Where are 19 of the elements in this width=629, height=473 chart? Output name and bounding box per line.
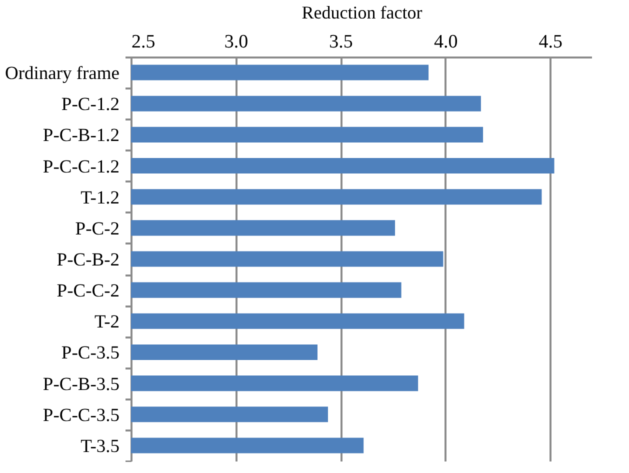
- x-tick-label: 4.0: [434, 32, 458, 52]
- x-axis-title: Reduction factor: [302, 2, 422, 22]
- y-tick-label: P-C-B-1.2: [42, 126, 120, 146]
- y-tick-label: P-C-C-1.2: [42, 157, 120, 178]
- x-tick-label: 3.0: [224, 32, 248, 52]
- y-tick-label: P-C-B-3.5: [42, 374, 120, 395]
- y-tick-label: P-C-3.5: [61, 344, 120, 364]
- y-tick-label: T-2: [94, 312, 120, 333]
- y-tick-label: P-C-1.2: [61, 95, 120, 116]
- y-tick-label: P-C-C-3.5: [42, 406, 120, 426]
- x-tick-label: 2.5: [132, 32, 156, 52]
- x-tick-label: 3.5: [329, 32, 353, 52]
- y-tick-label: T-1.2: [80, 188, 120, 208]
- y-tick-label: P-C-2: [75, 219, 120, 240]
- y-tick-label: P-C-C-2: [56, 282, 120, 302]
- y-tick-label: T-3.5: [80, 436, 120, 457]
- y-tick-label: Ordinary frame: [4, 64, 120, 84]
- x-tick-label: 4.5: [538, 32, 562, 52]
- y-tick-label: P-C-B-2: [56, 250, 120, 270]
